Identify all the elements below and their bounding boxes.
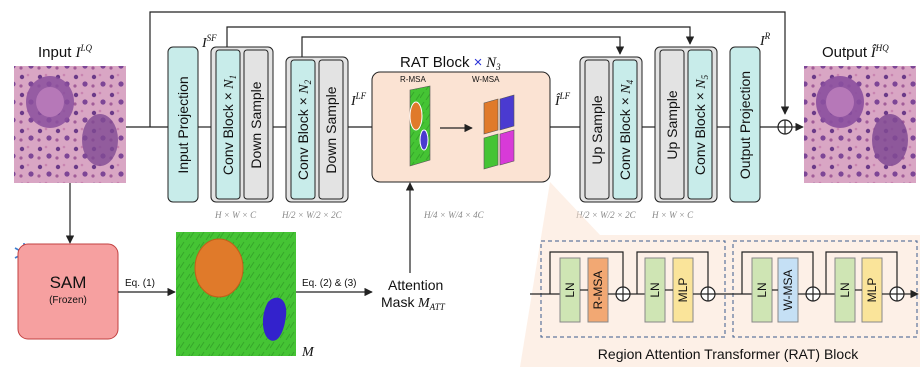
output-projection-block: Output Projection — [729, 46, 761, 203]
down-sample-2-label: Down Sample — [323, 86, 339, 173]
eq1-label: Eq. (1) — [125, 278, 155, 289]
rat-r-msa-detail: R-MSA — [591, 271, 605, 310]
output-projection-label: Output Projection — [737, 71, 753, 179]
rat-w-msa-label: W-MSA — [472, 75, 500, 84]
rat-ln-1: LN — [563, 282, 577, 297]
encoder-stage-2: Conv Block × N2 Down Sample — [285, 56, 349, 203]
dim-label-2: H/2 × W/2 × 2C — [281, 210, 343, 220]
rat-w-msa-map — [483, 94, 515, 170]
input-label: Input ILQ — [38, 43, 93, 61]
rat-w-msa-detail: W-MSA — [781, 269, 795, 310]
input-projection-block: Input Projection — [167, 46, 199, 203]
dim-label-5: H × W × C — [651, 210, 694, 220]
input-image — [14, 66, 126, 183]
residual-label: IR — [759, 31, 771, 49]
rat-detail-callout — [520, 182, 920, 367]
sam-subtitle: (Frozen) — [49, 295, 87, 306]
skip-stage2-to-stage4 — [301, 36, 625, 57]
conv-block-5-label: Conv Block × N5 — [692, 74, 710, 175]
attention-mask-line1: Attention — [388, 277, 443, 293]
rat-block: RAT Block × N3 R-MSA W-MSA — [371, 54, 551, 183]
output-label: Output ÎHQ — [822, 43, 889, 61]
up-sample-1-label: Up Sample — [589, 95, 605, 164]
rat-block-title: RAT Block × N3 — [400, 54, 501, 72]
encoder-stage-1: Conv Block × N1 Down Sample — [210, 46, 274, 203]
rat-r-msa-label: R-MSA — [400, 75, 426, 84]
rat-detail: LN R-MSA LN MLP LN W-MSA LN MLP — [530, 240, 919, 362]
sam-block: SAM (Frozen) — [17, 243, 119, 340]
eq23-label: Eq. (2) & (3) — [302, 278, 356, 289]
conv-block-1-label: Conv Block × N1 — [220, 75, 238, 175]
rat-ln-4: LN — [838, 282, 852, 297]
rat-mlp-2: MLP — [865, 278, 879, 303]
lf-label: ILF — [350, 91, 367, 109]
rat-ln-3: LN — [755, 282, 769, 297]
conv-block-2-label: Conv Block × N2 — [295, 79, 313, 180]
input-projection-label: Input Projection — [175, 76, 191, 173]
rat-r-msa-map — [409, 85, 431, 167]
mask-symbol: M — [301, 345, 315, 360]
down-sample-1-label: Down Sample — [248, 81, 264, 168]
dim-label-1: H × W × C — [214, 210, 257, 220]
residual-sum-icon — [777, 119, 793, 135]
decoder-stage-2: Up Sample Conv Block × N5 — [654, 46, 718, 203]
output-image — [804, 66, 916, 183]
residual-loop — [149, 11, 790, 127]
rat-detail-title: Region Attention Transformer (RAT) Block — [598, 346, 859, 362]
sam-title: SAM — [50, 273, 87, 292]
lf-hat-label: ÎLF — [554, 91, 571, 109]
attention-mask-line2: Mask MATT — [381, 294, 446, 312]
dim-label-4: H/2 × W/2 × 2C — [575, 210, 637, 220]
decoder-stage-1: Up Sample Conv Block × N4 — [579, 56, 643, 203]
dim-label-3: H/4 × W/4 × 4C — [423, 210, 485, 220]
skip-stage1-to-stage5 — [226, 26, 695, 47]
segmentation-mask-image — [176, 232, 296, 356]
conv-block-4-label: Conv Block × N4 — [617, 79, 635, 180]
rat-mlp-1: MLP — [676, 278, 690, 303]
rat-ln-2: LN — [648, 282, 662, 297]
up-sample-2-label: Up Sample — [664, 90, 680, 159]
